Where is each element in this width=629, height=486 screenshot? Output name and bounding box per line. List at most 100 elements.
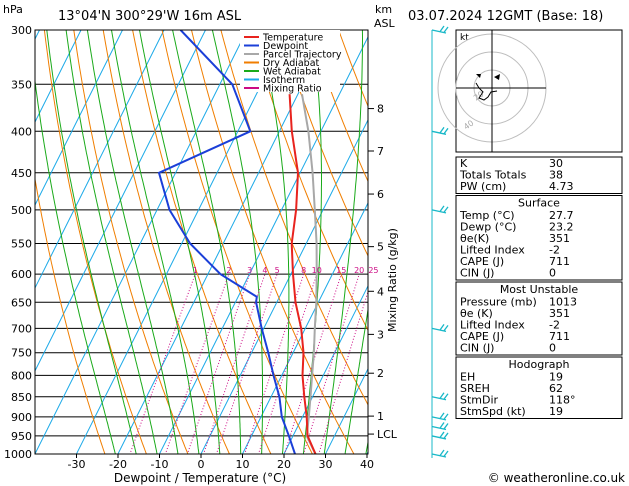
dry-adiabat-line bbox=[102, 30, 230, 454]
surface-table-row-label: θe(K) bbox=[460, 232, 489, 245]
y-axis-label-right: Mixing Ratio (g/kg) bbox=[386, 228, 399, 332]
pressure-tick-label: 650 bbox=[11, 296, 32, 309]
wind-barb-feather bbox=[439, 449, 445, 456]
x-tick-label: -10 bbox=[151, 458, 169, 471]
hodograph-table-row-value: 118° bbox=[549, 394, 576, 407]
pressure-tick-label: 400 bbox=[11, 125, 32, 138]
indices-tables: K 30 Totals Totals 38 PW (cm) 4.73 SurfaceTemp… bbox=[455, 156, 623, 419]
mixing-ratio-line bbox=[202, 273, 266, 454]
surface-table-row-value: 0 bbox=[549, 267, 556, 280]
dry-adiabat-line bbox=[308, 30, 368, 183]
parcel-trajectory-line bbox=[301, 94, 318, 454]
mixing-ratio-label: 3 bbox=[247, 266, 252, 275]
pressure-tick-label: 350 bbox=[11, 78, 32, 91]
mixing-ratio-label: 4 bbox=[262, 266, 267, 275]
surface-table-row-value: 23.2 bbox=[549, 221, 574, 234]
indices-table-row-label: PW (cm) bbox=[460, 180, 506, 193]
indices-table-row-label: Totals Totals bbox=[459, 169, 527, 182]
wet-adiabat-line bbox=[35, 77, 116, 454]
isotherm-line bbox=[117, 30, 331, 454]
surface-table-row-label: Temp (°C) bbox=[459, 209, 515, 222]
mixing-ratio-label: 20 bbox=[354, 266, 364, 275]
hodograph-table-row-label: SREH bbox=[460, 382, 490, 395]
km-tick-label: 5 bbox=[377, 241, 384, 254]
km-tick-label: 7 bbox=[377, 145, 384, 158]
mixing-ratio-label: 10 bbox=[312, 266, 322, 275]
mixing-ratio-labels: 1 2 3 4 5 8 10 15 20 25 bbox=[193, 266, 379, 275]
km-tick-label: LCL bbox=[377, 428, 398, 441]
dry-adiabat-line bbox=[220, 30, 368, 406]
pressure-tick-label: 300 bbox=[11, 24, 32, 37]
km-tick-label: 1 bbox=[377, 410, 384, 423]
legend-entry: Wet Adiabat bbox=[263, 67, 321, 78]
wind-barb-feather bbox=[439, 412, 445, 419]
most-unstable-table-row-value: 0 bbox=[549, 342, 556, 355]
asl-axis-unit: ASL bbox=[374, 17, 396, 30]
wind-barb-feather bbox=[439, 126, 445, 134]
dewpoint-line bbox=[157, 30, 297, 454]
wind-barb-feather bbox=[443, 393, 449, 400]
wind-barb bbox=[431, 416, 447, 421]
isotherm-line bbox=[75, 30, 289, 454]
hodograph-table-row-label: EH bbox=[460, 371, 475, 384]
hodograph-table-title: Hodograph bbox=[509, 358, 570, 371]
km-tick-label: 8 bbox=[377, 103, 384, 116]
dry-adiabat-line bbox=[132, 30, 272, 454]
km-axis: 8 7 6 5 4 3 2 1 LCL bbox=[368, 103, 398, 441]
wind-barb-feather bbox=[443, 413, 449, 420]
dry-adiabat-line bbox=[161, 30, 313, 454]
mixing-ratio-line bbox=[215, 273, 278, 454]
surface-table-row-label: CIN (J) bbox=[460, 267, 494, 280]
wind-barb-feather bbox=[439, 392, 445, 399]
wind-barb bbox=[431, 435, 447, 440]
surface-table-title: Surface bbox=[518, 197, 560, 210]
km-tick-label: 2 bbox=[377, 367, 384, 380]
date-label: 03.07.2024 12GMT (Base: 18) bbox=[408, 9, 603, 24]
wind-barb-feather bbox=[439, 422, 445, 429]
isotherm-line bbox=[35, 30, 165, 290]
indices-table-row-value: 4.73 bbox=[549, 180, 574, 193]
hodograph-table-row-label: StmDir bbox=[460, 394, 499, 407]
mixing-ratio-line bbox=[164, 273, 230, 454]
most-unstable-table-row-label: CAPE (J) bbox=[460, 330, 504, 343]
x-tick-label: -20 bbox=[109, 458, 127, 471]
hodograph: kt 20 40 bbox=[437, 29, 623, 153]
wind-barb-feather bbox=[443, 127, 449, 135]
dry-adiabat-line bbox=[35, 176, 106, 454]
isotherm-line bbox=[324, 367, 368, 454]
mixing-ratio-line bbox=[318, 289, 368, 454]
most-unstable-table-row-value: -2 bbox=[549, 319, 560, 332]
x-tick-label: 40 bbox=[360, 458, 374, 471]
mixing-ratio-label: 5 bbox=[275, 266, 280, 275]
pressure-tick-label: 600 bbox=[11, 268, 32, 281]
most-unstable-table-row-value: 711 bbox=[549, 330, 570, 343]
isotherm-line bbox=[35, 30, 248, 454]
dry-adiabat-line bbox=[191, 30, 355, 454]
km-tick-label: 6 bbox=[377, 188, 384, 201]
most-unstable-table-row-value: 351 bbox=[549, 307, 570, 320]
surface-table-row-value: 711 bbox=[549, 255, 570, 268]
wet-adiabat-line bbox=[46, 30, 137, 454]
legend-entry: Temperature bbox=[262, 33, 323, 44]
most-unstable-table-row-label: CIN (J) bbox=[460, 342, 494, 355]
wind-barb-feather bbox=[443, 325, 449, 332]
legend-entry: Isotherm bbox=[263, 75, 305, 86]
wind-barb-feather bbox=[443, 26, 449, 33]
wind-barb-feather bbox=[439, 324, 445, 331]
dry-adiabat-line bbox=[73, 30, 189, 454]
pressure-tick-label: 1000 bbox=[4, 448, 32, 461]
wind-barb bbox=[431, 209, 447, 214]
hodograph-table-row-value: 19 bbox=[549, 371, 563, 384]
dry-adiabat-line bbox=[43, 30, 147, 454]
wet-adiabat-line bbox=[172, 30, 242, 454]
wind-barb-feather bbox=[443, 423, 449, 430]
hodograph-table-row-value: 19 bbox=[549, 405, 563, 418]
wind-barb-feather bbox=[439, 431, 445, 438]
isotherm-line bbox=[200, 118, 368, 454]
x-tick-label: 10 bbox=[236, 458, 250, 471]
mixing-ratio-label: 1 bbox=[193, 266, 198, 275]
x-tick-label: 20 bbox=[277, 458, 291, 471]
pressure-tick-label: 500 bbox=[11, 204, 32, 217]
pressure-tick-label: 450 bbox=[11, 167, 32, 180]
